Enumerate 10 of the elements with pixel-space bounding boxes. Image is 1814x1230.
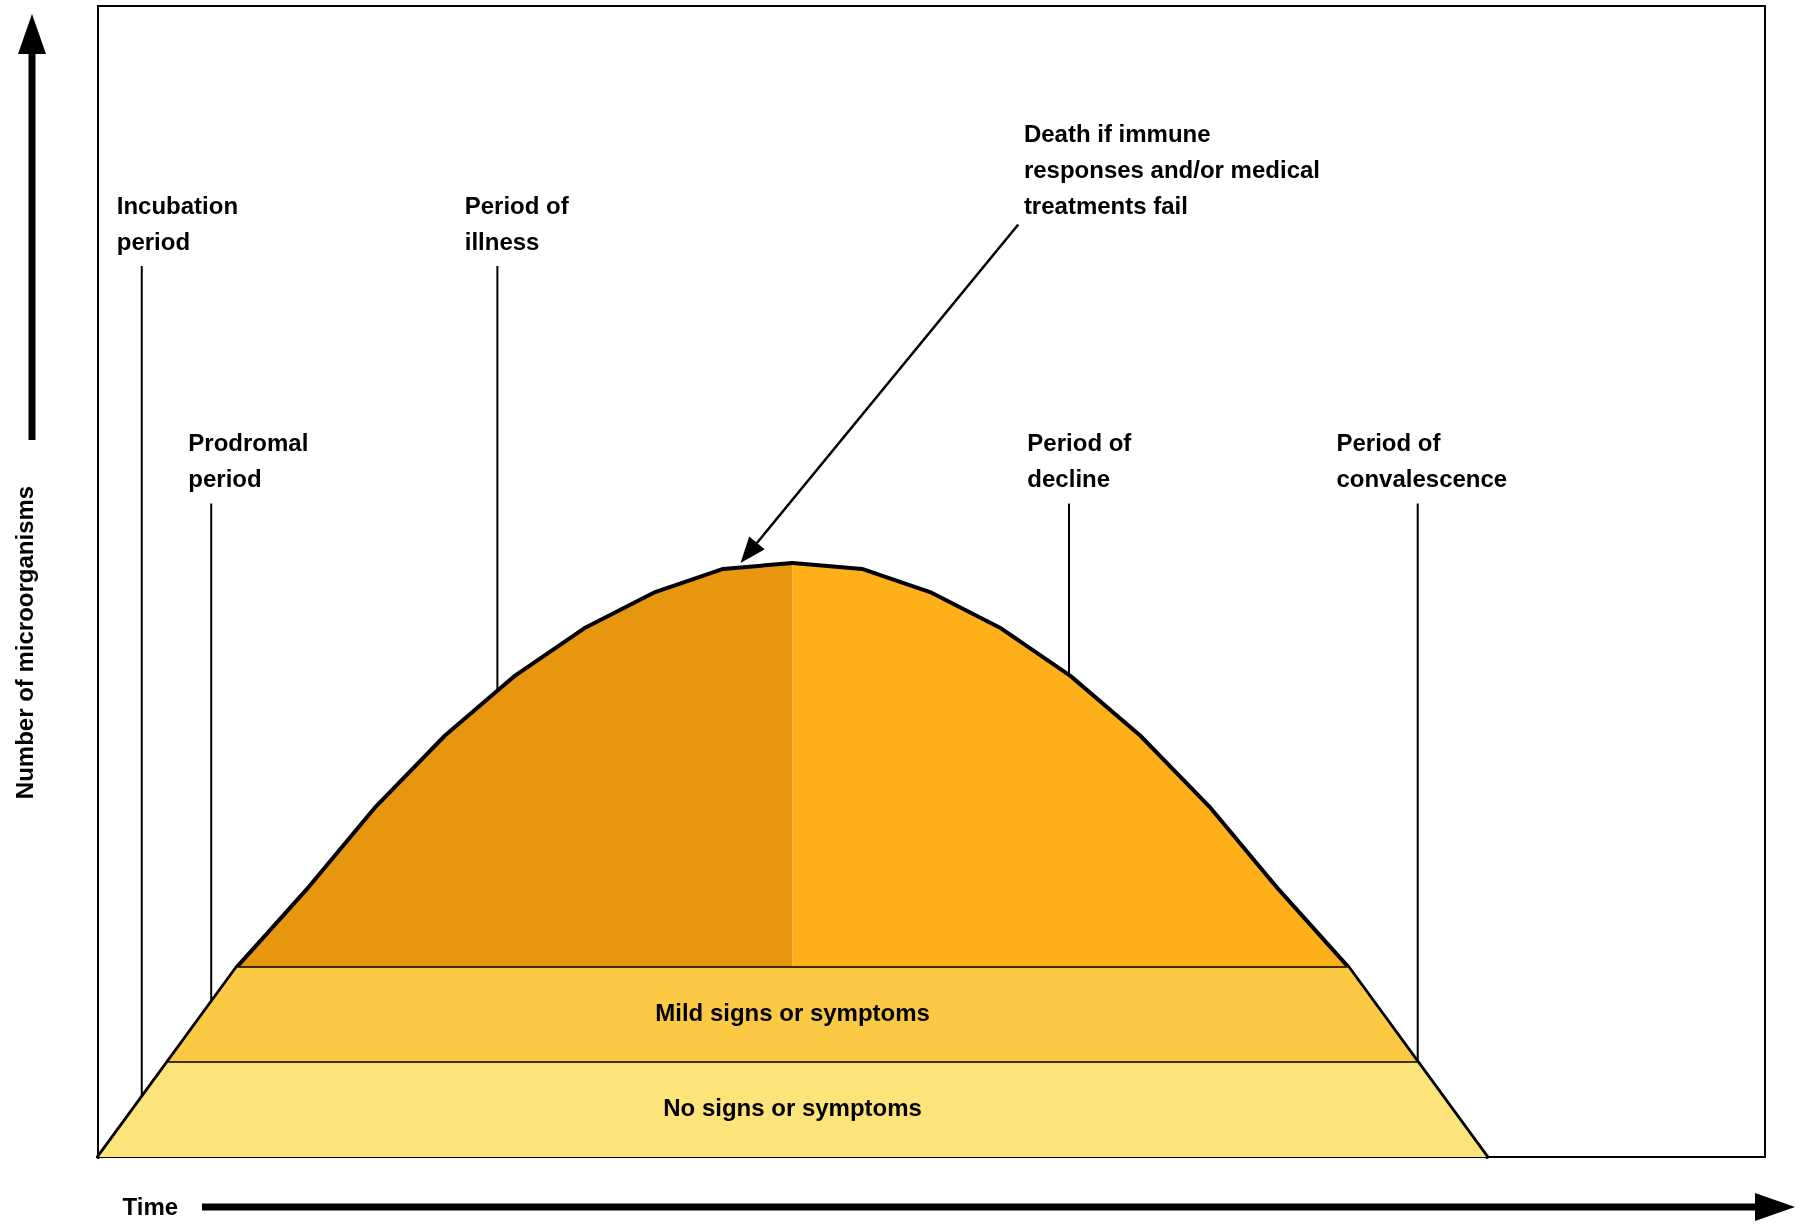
x-axis-title: Time	[122, 1192, 179, 1220]
text: Period of decline	[1027, 429, 1133, 493]
series-label: No signs or symptoms	[663, 1094, 922, 1122]
text: Death if immune responses and/or medical treatments fail	[1023, 120, 1320, 220]
text: Period of convalescence	[1336, 429, 1508, 493]
text: Period of illness	[464, 191, 570, 255]
series-label: Mild signs or symptoms	[655, 999, 930, 1027]
y-axis-title: Number of microorganisms	[10, 485, 38, 800]
text: Prodromal period	[188, 429, 309, 493]
text: Incubation period	[116, 191, 239, 255]
